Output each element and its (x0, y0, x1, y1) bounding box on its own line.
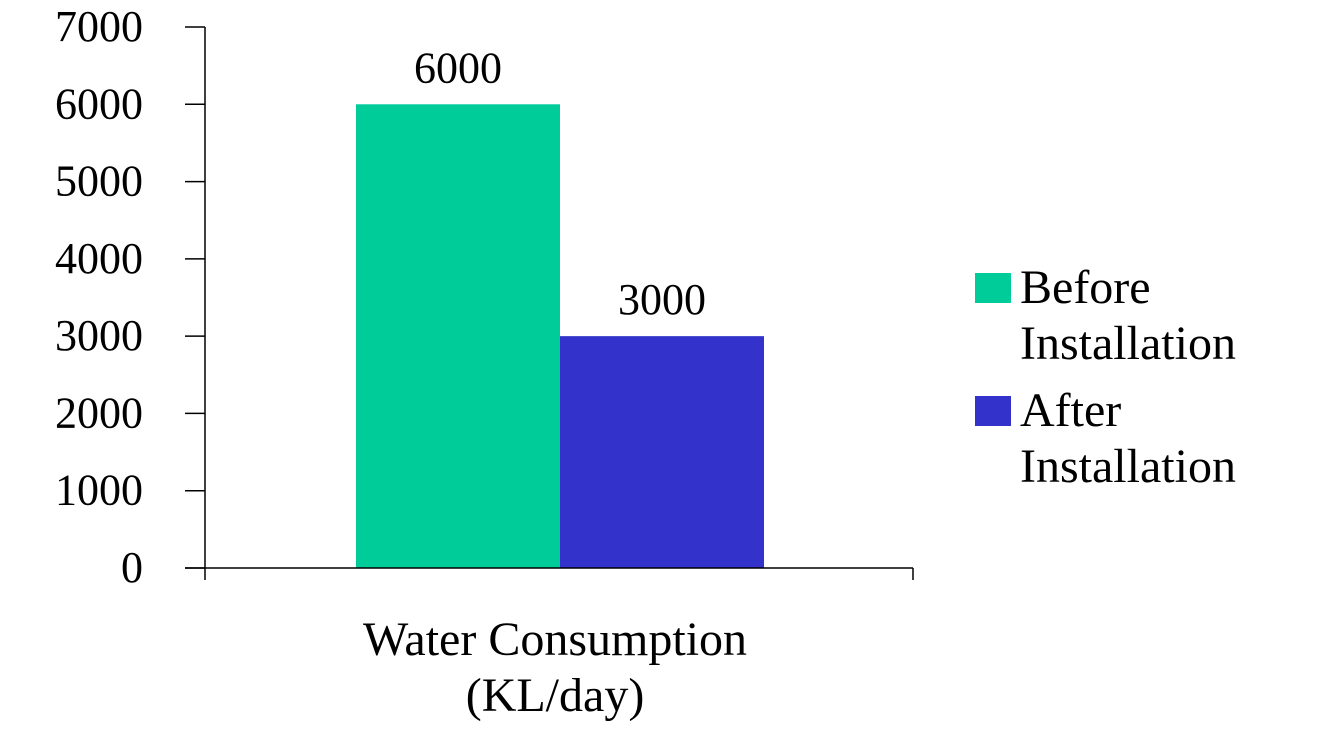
y-tick-label: 3000 (55, 311, 143, 360)
bar-after-installation (560, 336, 764, 568)
legend-label-line: After (1020, 384, 1121, 437)
plot-area (356, 104, 764, 569)
legend-label-line: Before (1020, 261, 1151, 314)
x-axis-category-label: Water Consumption(KL/day) (363, 613, 747, 722)
category-label-line: (KL/day) (466, 669, 645, 722)
axes (185, 27, 913, 580)
y-axis-ticks: 0 1000 2000 3000 4000 5000 6000 7000 (55, 2, 914, 592)
y-tick-label: 5000 (55, 157, 143, 206)
data-label: 6000 (414, 43, 502, 92)
legend-label-line: Installation (1020, 317, 1236, 370)
y-tick-label: 2000 (55, 388, 143, 437)
legend-swatch (975, 396, 1011, 426)
category-label-line: Water Consumption (363, 613, 747, 666)
y-tick-label: 0 (121, 543, 143, 592)
data-labels: 6000 3000 (414, 43, 706, 324)
y-tick-label: 7000 (55, 2, 143, 51)
data-label: 3000 (618, 275, 706, 324)
y-tick-label: 1000 (55, 466, 143, 515)
y-tick-label: 6000 (55, 79, 143, 128)
legend-swatch (975, 273, 1011, 303)
legend-label-line: Installation (1020, 440, 1236, 493)
bar-before-installation (356, 104, 560, 569)
y-tick-label: 4000 (55, 234, 143, 283)
